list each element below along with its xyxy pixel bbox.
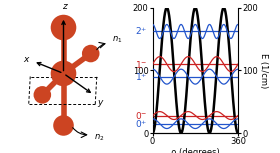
Text: $1^{+}$: $1^{+}$: [135, 71, 147, 82]
Point: [40, 94, 45, 96]
Text: $2^{+}$: $2^{+}$: [135, 26, 147, 37]
Text: $z$: $z$: [62, 2, 69, 11]
Point: [88, 52, 93, 55]
Point: [61, 124, 66, 127]
Text: $y$: $y$: [97, 98, 104, 109]
Text: $x$: $x$: [23, 55, 30, 64]
Y-axis label: E (1/cm): E (1/cm): [259, 53, 268, 88]
Text: $n_1$: $n_1$: [112, 35, 122, 45]
Text: $1^{-}$: $1^{-}$: [135, 59, 147, 70]
Text: $0^{+}$: $0^{+}$: [135, 118, 147, 130]
X-axis label: ρ (degrees): ρ (degrees): [171, 148, 220, 153]
Point: [61, 26, 66, 29]
Text: $n_2$: $n_2$: [94, 132, 104, 143]
Text: $0^{-}$: $0^{-}$: [135, 110, 147, 121]
Point: [61, 72, 66, 75]
